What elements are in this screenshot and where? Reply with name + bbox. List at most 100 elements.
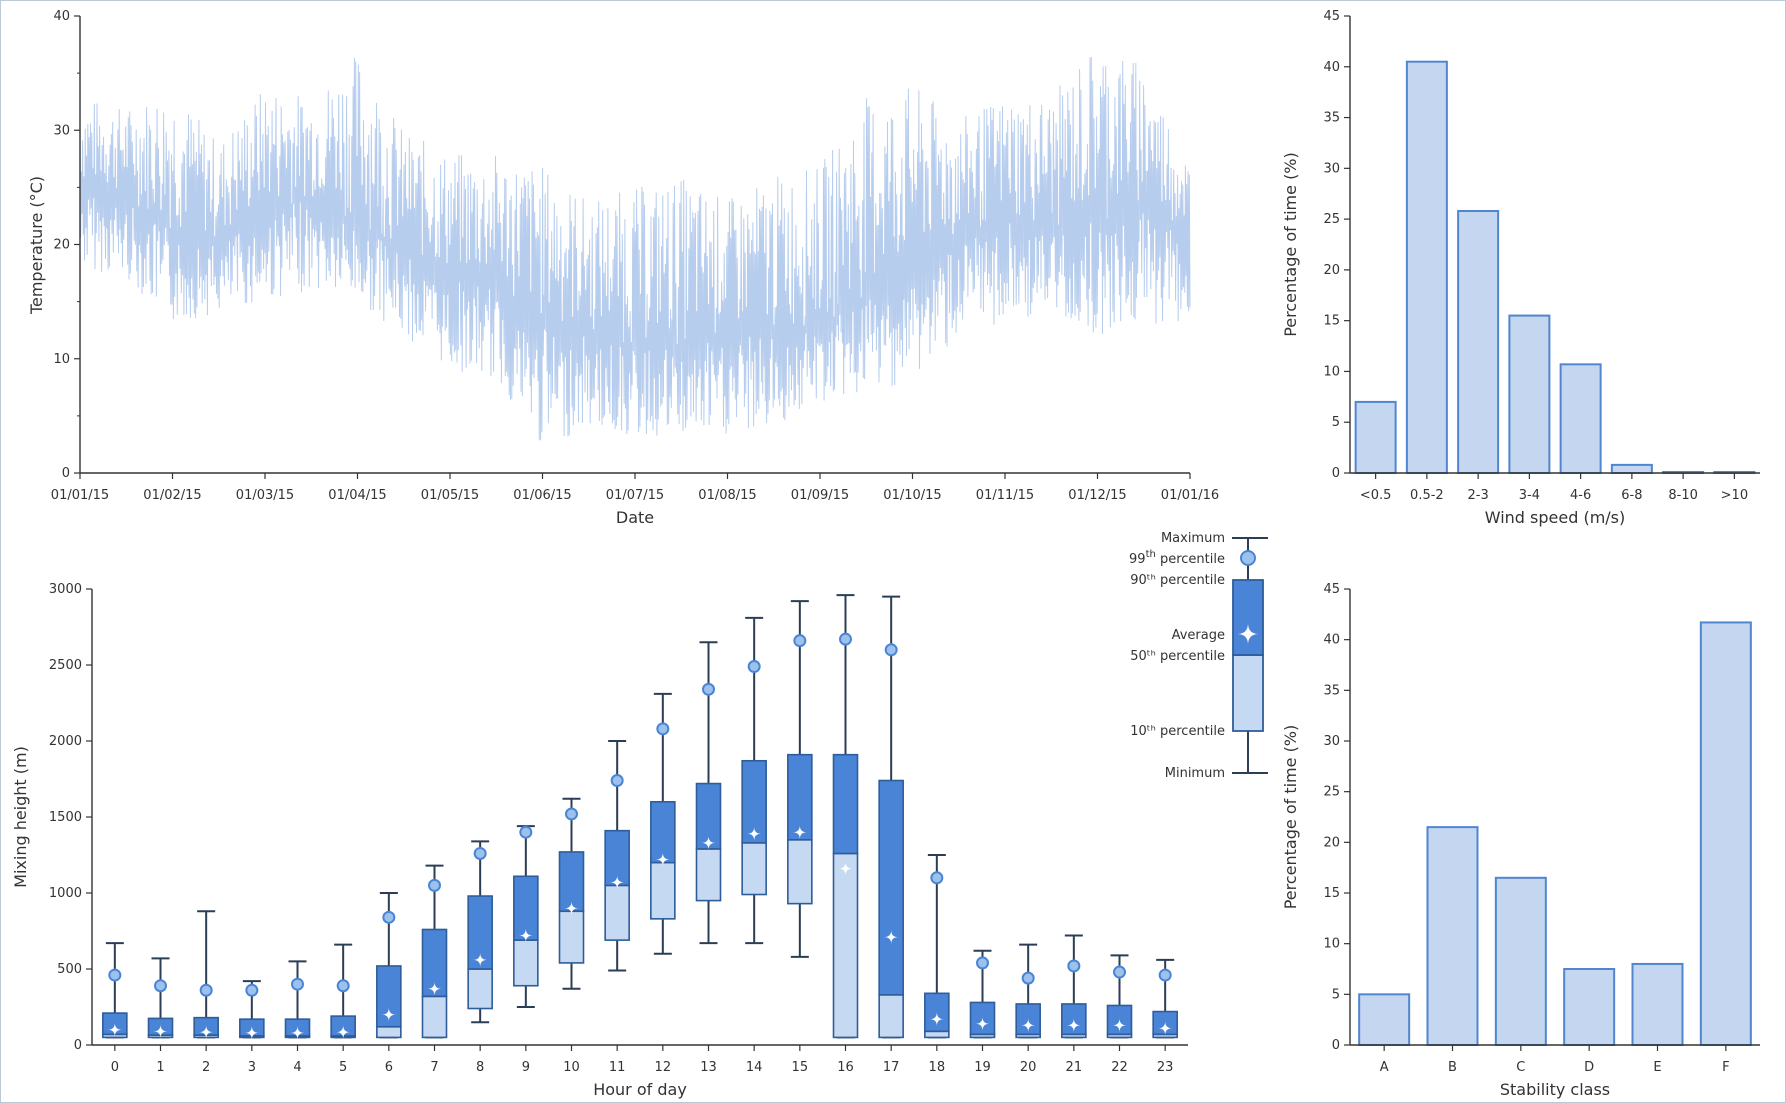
box-legend [1232,537,1268,774]
average-marker [199,1025,214,1040]
wind-y-tick-label: 20 [1323,263,1340,278]
wind-x-tick-label: >10 [1721,488,1748,503]
box-y-tick-label: 1000 [49,886,82,901]
box-lower [650,861,676,920]
box-x-tick-label: 6 [385,1060,393,1075]
wind-y-tick-label: 40 [1323,60,1340,75]
box-lower [604,884,630,941]
average-marker [929,1012,944,1027]
box-hour-6 [376,892,402,1039]
stability-bar [1563,968,1616,1046]
box-hour-7 [421,864,448,1039]
stability-bar [1494,876,1547,1046]
box-lower [878,994,904,1039]
wind-x-tick-label: 0.5-2 [1410,488,1444,503]
stability-x-tick-label: B [1448,1060,1457,1075]
wind-bar [1610,463,1653,474]
average-marker [336,1025,351,1040]
box-x-tick-label: 21 [1066,1060,1083,1075]
wind-x-tick-label: 3-4 [1519,488,1540,503]
box-x-axis-label: Hour of day [593,1080,687,1099]
box-upper [878,779,904,996]
box-hour-18 [924,854,950,1039]
box-lower [513,939,539,987]
average-marker [427,981,442,996]
box-hour-17 [878,595,904,1039]
stability-y-tick-label: 5 [1332,987,1340,1002]
p99-marker [336,979,350,993]
temp-y-axis-label: Temperature (°C) [27,176,46,315]
average-marker [153,1024,168,1039]
wind-bar [1405,60,1448,474]
temp-x-axis-label: Date [616,508,654,527]
legend-maximum-label: Maximum [1161,531,1225,546]
p99-marker [976,956,989,970]
average-marker [884,930,899,945]
stability-y-tick-label: 15 [1323,886,1340,901]
box-x-tick-label: 3 [248,1060,256,1075]
wind-x-tick-label: 2-3 [1468,488,1489,503]
stability-x-tick-label: E [1653,1060,1661,1075]
average-marker [701,835,716,850]
box-lower [924,1030,950,1039]
stability-y-tick-label: 30 [1323,734,1340,749]
box-hour-11 [604,740,630,972]
average-marker [1021,1018,1036,1033]
temp-x-tick-label: 01/11/15 [976,488,1034,503]
box-hour-22 [1106,954,1133,1039]
box-x-tick-label: 5 [339,1060,347,1075]
legend-p90-label: 90ᵗʰ percentile [1130,573,1225,588]
wind-y-tick-label: 45 [1323,9,1340,24]
box-hour-20 [1015,943,1041,1039]
box-hour-10 [558,797,585,990]
wind-x-axis-label: Wind speed (m/s) [1485,508,1626,527]
box-lower [558,910,585,964]
box-x-tick-label: 20 [1020,1060,1037,1075]
p99-marker [519,825,533,839]
average-marker [290,1025,305,1040]
temp-x-tick-label: 01/08/15 [698,488,756,503]
stability-x-axis-label: Stability class [1500,1080,1610,1099]
box-hour-15 [787,600,813,958]
average-marker [610,875,625,890]
stability-y-tick-label: 35 [1323,683,1340,698]
temp-x-tick-label: 01/04/15 [328,488,386,503]
box-lower [467,968,493,1010]
p99-marker [884,643,898,657]
box-y-axis-label: Mixing height (m) [11,746,30,888]
stability-x-tick-label: C [1516,1060,1525,1075]
box-hour-5 [330,943,356,1040]
p99-marker [473,846,487,860]
stability-y-tick-label: 0 [1332,1038,1340,1053]
box-x-tick-label: 4 [293,1060,301,1075]
wind-y-tick-label: 15 [1323,314,1340,329]
box-hour-1 [147,957,174,1039]
temp-x-tick-label: 01/12/15 [1068,488,1126,503]
legend-minimum-label: Minimum [1165,766,1225,781]
box-hour-19 [969,949,996,1039]
box-y-tick-label: 2500 [49,658,82,673]
average-marker [747,826,762,841]
stability-y-tick-label: 20 [1323,835,1340,850]
box-y-tick-label: 500 [57,962,82,977]
temp-x-tick-label: 01/01/16 [1161,488,1219,503]
temp-x-tick-label: 01/07/15 [606,488,664,503]
box-x-tick-label: 13 [700,1060,717,1075]
box-x-tick-label: 22 [1111,1060,1128,1075]
p99-marker [702,682,715,696]
p99-marker [1158,968,1172,982]
box-y-tick-label: 3000 [49,582,82,597]
box-lower [787,838,813,905]
temp-y-tick-label: 20 [53,238,70,253]
box-x-tick-label: 0 [111,1060,119,1075]
average-marker [564,901,579,916]
wind-y-tick-label: 10 [1323,364,1340,379]
box-x-tick-label: 11 [609,1060,626,1075]
wind-x-tick-label: <0.5 [1360,488,1392,503]
box-hour-2 [193,910,219,1040]
wind-x-tick-label: 6-8 [1621,488,1642,503]
box-y-tick-label: 0 [74,1038,82,1053]
box-x-tick-label: 9 [522,1060,530,1075]
box-x-tick-label: 10 [563,1060,580,1075]
average-marker [381,1007,396,1022]
